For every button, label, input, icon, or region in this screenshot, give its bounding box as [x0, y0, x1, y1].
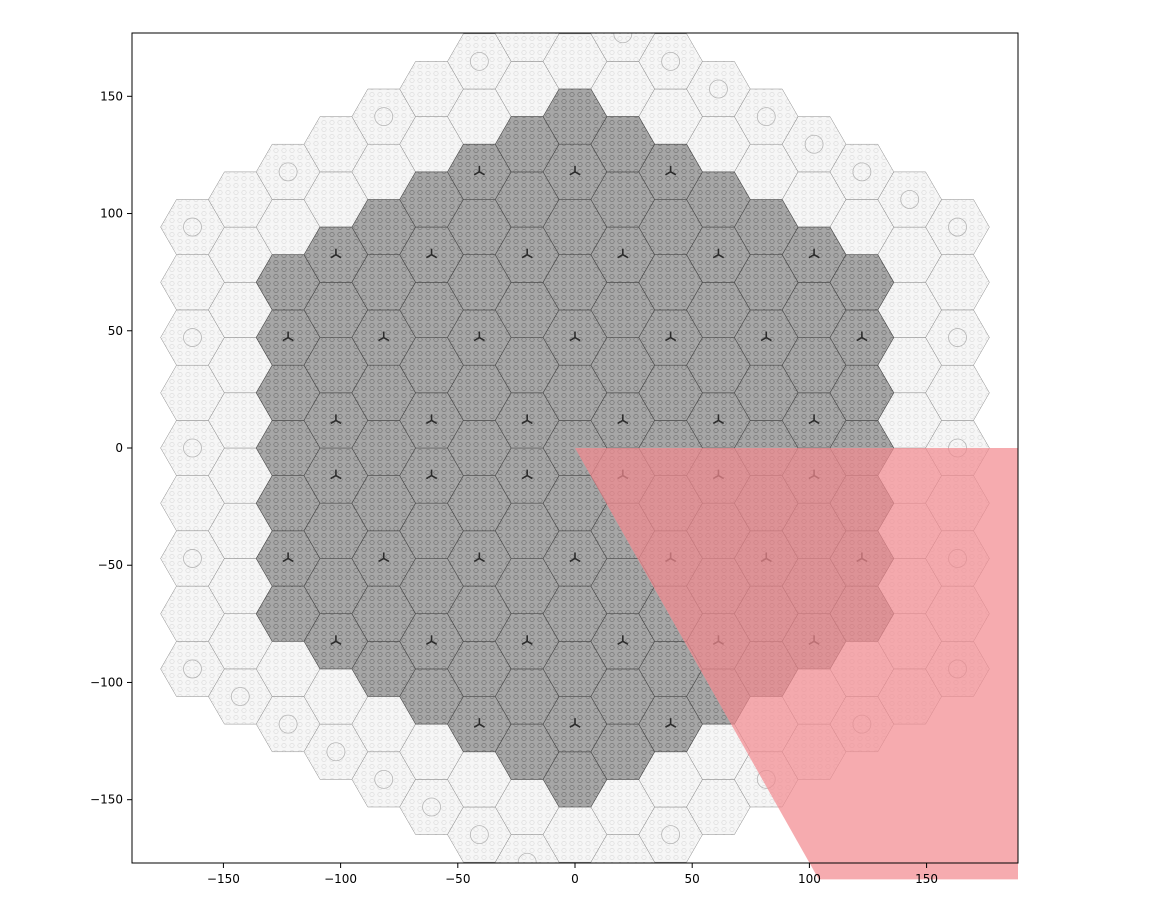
- control-rod-marker: [473, 718, 485, 728]
- control-rod-marker: [330, 469, 342, 480]
- reflector-hole: [756, 107, 776, 127]
- control-rod-marker: [521, 469, 533, 480]
- control-rod-marker: [425, 248, 438, 259]
- control-rod-marker: [569, 165, 581, 176]
- control-rod-marker: [473, 165, 485, 176]
- y-tick-label: −50: [98, 558, 123, 572]
- reflector-hole: [374, 107, 394, 127]
- x-tick-label: −50: [445, 872, 470, 886]
- reflector-hole: [517, 852, 537, 863]
- x-tick-label: −100: [324, 872, 357, 886]
- control-rod-marker: [808, 248, 820, 259]
- x-tick-label: 100: [798, 872, 821, 886]
- reflector-hole: [566, 0, 584, 15]
- control-rod-marker: [617, 635, 629, 645]
- reflector-hole: [230, 687, 250, 706]
- control-rod-marker: [712, 248, 725, 259]
- reflector-hole: [948, 328, 967, 347]
- reflector-hole: [469, 825, 489, 845]
- control-rod-marker: [856, 331, 868, 342]
- control-rod-marker: [330, 635, 342, 645]
- reflector-assembly: [925, 199, 990, 255]
- control-rod-marker: [425, 414, 438, 425]
- control-rod-marker: [712, 414, 725, 425]
- y-tick-label: −150: [90, 793, 123, 807]
- reflector-assembly: [558, 33, 592, 35]
- y-tick-label: 50: [108, 324, 123, 338]
- highlight-wedge: [575, 448, 1018, 880]
- control-rod-marker: [665, 165, 677, 176]
- reflector-hole: [661, 51, 681, 71]
- reflector-hole: [852, 162, 872, 182]
- control-rod-marker: [617, 414, 629, 425]
- control-rod-marker: [378, 331, 390, 342]
- control-rod-marker: [569, 552, 581, 563]
- control-rod-marker: [617, 248, 629, 259]
- reflector-hole: [661, 825, 681, 845]
- control-rod-marker: [473, 331, 485, 342]
- y-tick-label: −100: [90, 675, 123, 689]
- reflector-hole: [613, 33, 633, 44]
- reflector-hole: [183, 659, 202, 679]
- reflector-hole: [183, 217, 202, 237]
- reflector-hole: [422, 797, 441, 817]
- x-tick-label: 0: [571, 872, 579, 886]
- reflector-hole: [183, 549, 202, 568]
- reflector-hole: [183, 328, 202, 347]
- control-rod-marker: [425, 469, 438, 480]
- reflector-hole: [183, 438, 202, 458]
- control-rod-marker: [665, 718, 677, 728]
- control-rod-marker: [521, 248, 533, 259]
- x-tick-label: 50: [685, 872, 700, 886]
- control-rod-marker: [569, 718, 581, 728]
- reflector-hole: [948, 217, 967, 237]
- x-tick-label: −150: [207, 872, 240, 886]
- control-rod-marker: [425, 635, 438, 645]
- reflector-hole: [804, 134, 824, 154]
- x-axis: −150 −100 −50 0 50 100 150: [207, 863, 938, 886]
- y-tick-label: 0: [115, 441, 123, 455]
- reflector-hole: [326, 742, 346, 762]
- control-rod-marker: [665, 331, 677, 342]
- control-rod-marker: [282, 331, 294, 342]
- reflector-hole: [278, 714, 298, 734]
- fuel-assembly: [829, 254, 895, 311]
- reflector-hole: [900, 190, 920, 209]
- control-rod-marker: [569, 331, 581, 342]
- control-rod-marker: [760, 331, 772, 342]
- control-rod-marker: [473, 552, 485, 563]
- reflector-hole: [469, 51, 489, 71]
- x-tick-label: 150: [915, 872, 938, 886]
- reflector-hole: [709, 79, 728, 99]
- control-rod-marker: [330, 414, 342, 425]
- control-rod-marker: [521, 414, 533, 425]
- y-axis: 150 100 50 0 −50 −100 −150: [90, 89, 132, 807]
- control-rod-marker: [330, 248, 342, 259]
- reflector-hole: [374, 769, 394, 789]
- reflector-hole: [278, 162, 298, 182]
- control-rod-marker: [808, 414, 820, 425]
- control-rod-marker: [521, 635, 533, 645]
- control-rod-marker: [378, 552, 390, 563]
- y-tick-label: 150: [100, 89, 123, 103]
- y-tick-label: 100: [100, 207, 123, 221]
- control-rod-marker: [282, 552, 294, 563]
